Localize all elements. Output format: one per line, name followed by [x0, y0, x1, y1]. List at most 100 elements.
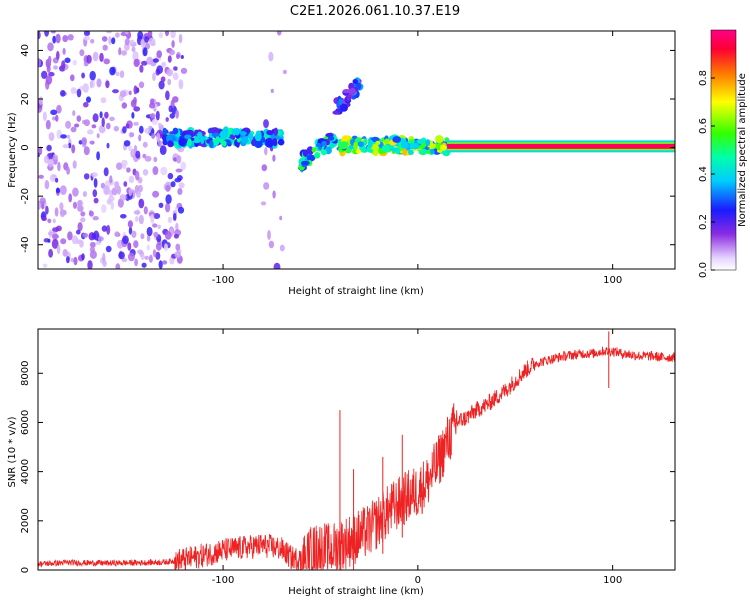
- heat-cell: [86, 96, 91, 103]
- heat-cell: [109, 175, 113, 184]
- heat-cell: [111, 37, 116, 45]
- heat-cell: [43, 155, 49, 164]
- heat-cell: [129, 132, 135, 138]
- heat-cell: [138, 214, 144, 225]
- heat-cell: [116, 162, 123, 170]
- heat-cell: [103, 185, 110, 196]
- heat-cell: [429, 148, 435, 154]
- heat-cell: [134, 258, 139, 267]
- heat-cell: [175, 168, 183, 173]
- heat-cell: [144, 155, 152, 162]
- heat-cell: [162, 127, 167, 135]
- heat-cell: [76, 88, 82, 98]
- heat-cell: [341, 135, 350, 142]
- heat-cell: [167, 216, 172, 224]
- heat-cell: [156, 65, 163, 74]
- heat-cell: [121, 102, 128, 109]
- heat-cell: [82, 191, 87, 197]
- heat-cell: [41, 70, 48, 79]
- heat-cell: [59, 202, 64, 211]
- heat-cell: [59, 185, 67, 196]
- heat-cell: [133, 58, 140, 68]
- heat-cell: [130, 148, 137, 158]
- heat-cell: [142, 169, 149, 176]
- heatmap-region: [259, 31, 287, 269]
- heat-cell: [72, 187, 79, 197]
- heat-cell: [46, 144, 52, 152]
- heat-cell: [260, 201, 267, 206]
- heat-cell: [47, 42, 54, 52]
- heat-cell: [209, 140, 214, 148]
- heat-cell: [53, 65, 58, 70]
- heat-cell: [108, 36, 112, 45]
- heat-cell: [79, 85, 87, 91]
- heat-cell: [270, 88, 274, 94]
- heat-cell: [38, 57, 41, 68]
- heat-cell: [144, 36, 149, 43]
- heat-cell: [81, 137, 87, 146]
- heat-cell: [133, 121, 139, 126]
- heat-cell: [81, 253, 85, 261]
- heat-cell: [109, 66, 116, 76]
- heat-cell: [113, 125, 120, 132]
- heat-cell: [89, 80, 94, 89]
- heat-cell: [159, 145, 167, 156]
- heat-cell: [55, 177, 59, 183]
- heat-cell: [152, 72, 156, 82]
- heat-cell: [92, 216, 99, 221]
- heat-cell: [120, 214, 127, 219]
- heat-cell: [171, 40, 175, 48]
- heat-cell: [173, 66, 178, 71]
- y-tick-label: 40: [20, 44, 31, 57]
- heat-cell: [133, 240, 139, 249]
- heat-cell: [167, 55, 172, 63]
- heat-cell: [65, 120, 72, 129]
- heat-cell: [338, 98, 343, 106]
- heat-cell: [187, 138, 192, 147]
- heat-cell: [311, 147, 316, 153]
- heat-cell: [148, 254, 153, 263]
- heat-cell: [117, 198, 124, 208]
- heat-cell: [266, 130, 274, 136]
- heat-cell: [135, 150, 141, 159]
- heat-cell: [49, 174, 57, 182]
- heat-cell: [92, 113, 99, 123]
- snr-x-ticks: -100 0 100: [212, 329, 622, 586]
- heat-cell: [170, 31, 176, 39]
- heat-cell: [52, 234, 59, 239]
- heat-cell: [121, 159, 128, 166]
- colorbar-tick-label: 0.2: [698, 214, 709, 230]
- heat-cell: [327, 136, 335, 141]
- spectrogram-panel: -100 100 -40 -20 0 20 40 Height of straight l…: [7, 30, 676, 297]
- heat-cell: [254, 140, 263, 149]
- heat-cell: [268, 240, 275, 249]
- heat-cell: [67, 34, 74, 41]
- heat-cell: [128, 145, 133, 152]
- heat-cell: [178, 182, 185, 189]
- heat-cell: [62, 144, 69, 149]
- heat-cell: [142, 141, 148, 148]
- snr-plot-area: [38, 331, 675, 570]
- heat-cell: [110, 201, 115, 210]
- heat-cell: [103, 167, 109, 177]
- heat-cell: [265, 139, 274, 148]
- snr-x-label: Height of straight line (km): [288, 586, 424, 597]
- heatmap-region: [298, 132, 339, 173]
- heat-cell: [133, 106, 141, 112]
- heat-cell: [146, 244, 150, 251]
- heat-cell: [55, 187, 61, 194]
- heat-cell: [105, 31, 113, 34]
- heat-cell: [115, 71, 120, 77]
- heat-cell: [357, 141, 364, 148]
- x-tick-label: 0: [415, 575, 421, 586]
- heatmap-region: [447, 140, 675, 153]
- heat-cell: [402, 148, 407, 156]
- heat-cell: [135, 170, 140, 181]
- heat-cell: [155, 242, 162, 251]
- heat-cell: [349, 87, 356, 96]
- y-tick-label: 20: [20, 93, 31, 106]
- heat-cell: [272, 154, 276, 162]
- heat-cell: [102, 252, 106, 263]
- heat-cell: [93, 197, 99, 204]
- heat-cell: [158, 32, 163, 39]
